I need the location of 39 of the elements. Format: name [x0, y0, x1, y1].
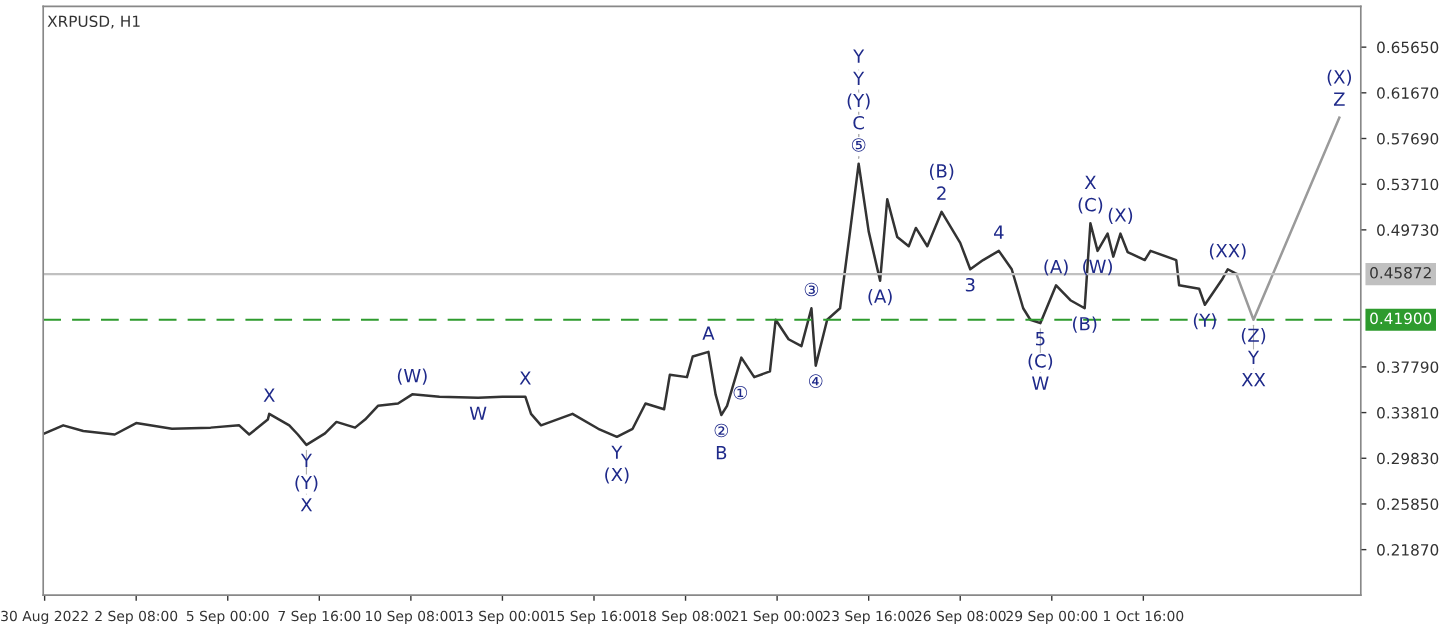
annotation: ⑤	[851, 138, 866, 152]
annotation: Y	[300, 453, 312, 467]
annotation: Y	[611, 445, 623, 459]
annotation: (A)	[1044, 259, 1068, 276]
annotation: Z	[1333, 92, 1345, 106]
annotation: (X)	[1108, 207, 1133, 224]
annotation: Y	[1247, 350, 1260, 365]
annotation: (A)	[868, 289, 892, 306]
annotation: 4	[993, 225, 1004, 239]
annotation: W	[469, 406, 487, 420]
annotation: Y	[853, 71, 865, 85]
annotation: B	[716, 446, 727, 460]
annotation: X	[519, 371, 531, 385]
annotation: (Z)	[1241, 328, 1266, 345]
annotation: W	[1032, 376, 1049, 390]
annotation: ④	[808, 374, 823, 388]
annotation: (X)	[1327, 69, 1352, 86]
annotation: Y	[853, 49, 865, 63]
annotation: (B)	[1073, 316, 1097, 333]
annotation: C	[853, 115, 864, 130]
annotation: (C)	[1028, 353, 1053, 370]
annotation: 5	[1035, 332, 1045, 346]
annotation: 3	[965, 277, 975, 292]
annotation: X	[1084, 175, 1097, 190]
annotation: XX	[1241, 373, 1266, 387]
annotation: (X)	[605, 467, 629, 484]
annotation: X	[300, 498, 313, 512]
annotation: ①	[733, 385, 748, 400]
annotation: (C)	[1078, 197, 1103, 214]
annotation: X	[263, 388, 275, 402]
annotation: (W)	[397, 368, 427, 385]
annotation: ②	[714, 423, 729, 438]
annotation: A	[702, 326, 715, 340]
annotation: (Y)	[295, 475, 318, 492]
annotation: (Y)	[847, 93, 870, 110]
annotation: (XX)	[1209, 243, 1246, 260]
annotation: (B)	[929, 163, 954, 180]
annotation: 2	[937, 186, 946, 200]
annotation: ③	[804, 282, 819, 297]
